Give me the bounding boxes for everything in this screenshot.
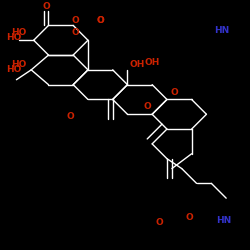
Text: HO: HO — [12, 60, 27, 70]
Text: HO: HO — [6, 65, 22, 74]
Text: HN: HN — [216, 216, 232, 225]
Text: O: O — [72, 16, 80, 25]
Text: O: O — [96, 16, 104, 25]
Text: HO: HO — [12, 28, 27, 37]
Text: O: O — [156, 218, 164, 227]
Text: O: O — [67, 112, 74, 121]
Text: OH: OH — [130, 60, 145, 70]
Text: HN: HN — [214, 26, 229, 35]
Text: OH: OH — [145, 58, 160, 67]
Text: O: O — [42, 2, 50, 11]
Text: O: O — [96, 16, 104, 25]
Text: O: O — [170, 88, 178, 96]
Text: O: O — [143, 102, 151, 111]
Text: O: O — [72, 28, 80, 37]
Text: O: O — [185, 214, 193, 222]
Text: HO: HO — [6, 33, 22, 42]
